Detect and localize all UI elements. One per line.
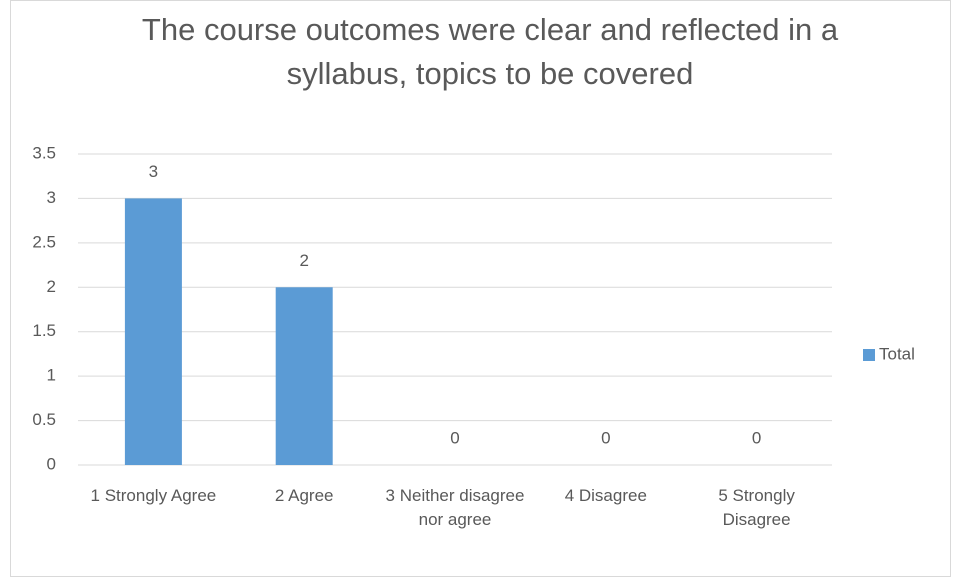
y-tick-label: 1.5 [32, 321, 56, 340]
bar [124, 198, 182, 465]
x-tick-label: 3 Neither disagree nor agree [385, 486, 525, 529]
y-tick-label: 1 [47, 366, 56, 385]
data-label: 0 [601, 428, 610, 447]
x-tick-label: 1 Strongly Agree [90, 486, 217, 505]
y-tick-label: 0.5 [32, 410, 56, 429]
x-tick-label: 2 Agree [274, 486, 334, 505]
bar [275, 287, 333, 465]
data-label: 2 [299, 251, 308, 270]
data-label: 0 [752, 428, 761, 447]
y-tick-label: 2.5 [32, 232, 56, 251]
chart-title: The course outcomes were clear and refle… [141, 12, 839, 91]
x-tick-label: 5 Strongly Disagree [718, 486, 795, 529]
x-tick-label: 4 Disagree [564, 486, 647, 505]
data-label: 0 [450, 428, 459, 447]
y-tick-label: 0 [47, 454, 56, 473]
data-label: 3 [149, 162, 158, 181]
y-tick-label: 3 [47, 188, 56, 207]
y-tick-label: 2 [47, 277, 56, 296]
y-tick-label: 3.5 [32, 143, 56, 162]
legend-label: Total [879, 344, 915, 363]
legend-swatch [863, 349, 875, 361]
